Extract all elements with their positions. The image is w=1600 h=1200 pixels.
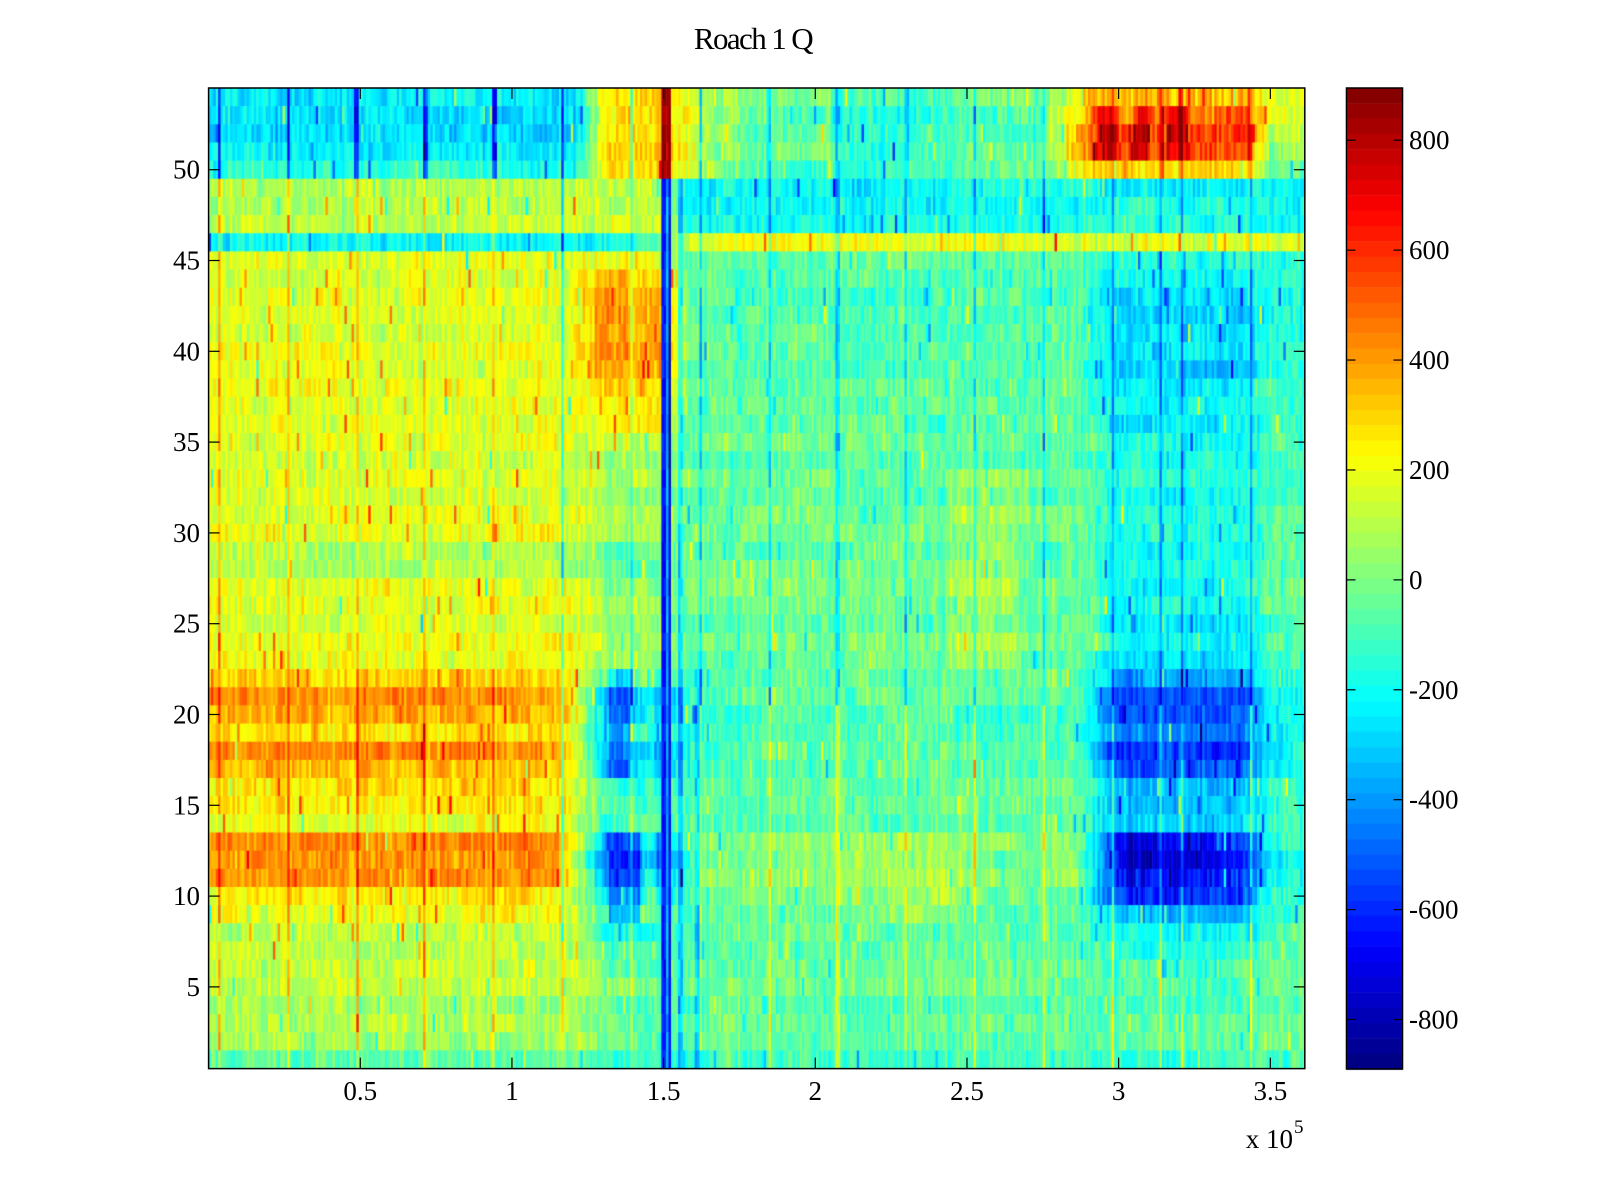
svg-text:25: 25 xyxy=(173,609,200,639)
svg-text:1.5: 1.5 xyxy=(647,1076,681,1106)
svg-text:2: 2 xyxy=(809,1076,823,1106)
svg-text:2.5: 2.5 xyxy=(950,1076,984,1106)
svg-text:x 10: x 10 xyxy=(1246,1124,1293,1154)
svg-text:50: 50 xyxy=(173,155,200,185)
svg-text:30: 30 xyxy=(173,518,200,548)
svg-text:-400: -400 xyxy=(1409,785,1459,815)
svg-text:45: 45 xyxy=(173,246,200,276)
svg-text:5: 5 xyxy=(187,972,201,1002)
svg-text:-600: -600 xyxy=(1409,895,1459,925)
svg-text:0: 0 xyxy=(1409,565,1423,595)
svg-text:15: 15 xyxy=(173,790,200,820)
svg-text:200: 200 xyxy=(1409,455,1450,485)
svg-text:1: 1 xyxy=(505,1076,519,1106)
svg-text:3.5: 3.5 xyxy=(1253,1076,1287,1106)
svg-text:-200: -200 xyxy=(1409,675,1459,705)
svg-text:20: 20 xyxy=(173,699,200,729)
svg-text:35: 35 xyxy=(173,427,200,457)
svg-text:0.5: 0.5 xyxy=(343,1076,377,1106)
svg-text:600: 600 xyxy=(1409,235,1450,265)
svg-text:5: 5 xyxy=(1294,1117,1304,1138)
svg-text:Roach 1 Q: Roach 1 Q xyxy=(694,21,813,56)
svg-text:40: 40 xyxy=(173,336,200,366)
svg-text:400: 400 xyxy=(1409,345,1450,375)
svg-text:-800: -800 xyxy=(1409,1005,1459,1035)
svg-text:3: 3 xyxy=(1112,1076,1126,1106)
svg-text:800: 800 xyxy=(1409,125,1450,155)
svg-text:10: 10 xyxy=(173,881,200,911)
